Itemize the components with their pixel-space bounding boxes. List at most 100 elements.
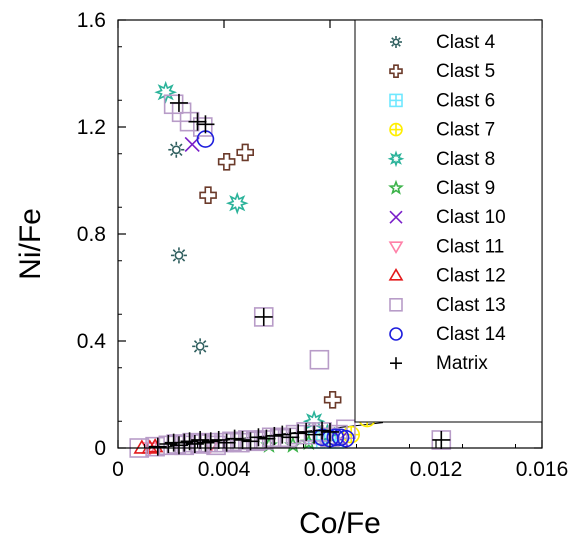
marker-part [154, 80, 178, 104]
marker-part [199, 186, 217, 205]
legend-label: Clast 5 [436, 61, 495, 82]
marker-part [181, 258, 186, 262]
legend-label: Matrix [436, 353, 488, 374]
marker-part [236, 143, 254, 162]
marker-part [217, 152, 236, 171]
marker-part [179, 143, 183, 147]
marker-part [388, 179, 404, 195]
data-point [309, 349, 330, 370]
legend-box [354, 19, 543, 423]
x-tick-label: 0.004 [198, 458, 251, 481]
legend-marker [389, 327, 403, 341]
data-point [148, 437, 167, 456]
x-tick-label: 0.008 [304, 458, 357, 481]
legend-label: Clast 13 [436, 295, 506, 316]
marker-part [206, 435, 226, 456]
marker-part [193, 349, 198, 353]
x-axis-title: Co/Fe [299, 507, 381, 540]
legend-label: Clast 6 [436, 90, 495, 111]
marker-part [222, 431, 242, 452]
legend-marker [388, 241, 404, 254]
legend-marker [389, 122, 403, 137]
data-point [265, 426, 284, 445]
marker-part [389, 64, 403, 78]
data-point [169, 93, 188, 112]
plot-area [129, 80, 452, 458]
marker-part [387, 150, 405, 168]
data-point [217, 433, 236, 452]
data-point [199, 186, 217, 205]
data-point [192, 338, 209, 355]
marker-part [170, 152, 174, 156]
data-point [254, 307, 273, 326]
marker-part [389, 327, 403, 341]
legend-marker [390, 36, 402, 48]
series-clast-8 [154, 80, 339, 447]
series-clast-5 [199, 143, 342, 409]
marker-part [309, 349, 330, 370]
legend-label: Clast 8 [436, 149, 495, 170]
marker-part [179, 152, 183, 156]
series-clast-10 [184, 136, 349, 447]
data-point [217, 152, 236, 171]
legend-marker [389, 93, 403, 108]
data-point [253, 430, 274, 450]
data-point [313, 421, 332, 440]
legend-label: Clast 7 [436, 120, 495, 141]
marker-part [181, 249, 186, 253]
marker-part [323, 391, 342, 409]
data-point [225, 429, 244, 448]
y-tick-label: 0.8 [77, 223, 106, 246]
data-point [289, 424, 308, 443]
data-point [222, 431, 242, 452]
series-matrix [148, 93, 451, 456]
data-point [193, 117, 213, 137]
legend-label: Clast 11 [436, 236, 504, 257]
data-point [233, 430, 252, 449]
data-point [273, 425, 292, 444]
legend-label: Clast 12 [436, 266, 506, 287]
legend-marker [389, 210, 403, 224]
marker-part [337, 429, 355, 448]
legend-label: Clast 9 [436, 178, 495, 199]
marker-part [397, 37, 401, 41]
marker-part [171, 145, 181, 155]
series-clast-4 [168, 141, 209, 355]
data-point [236, 143, 254, 162]
data-point [305, 425, 324, 444]
y-axis-title: Ni/Fe [14, 208, 47, 280]
legend-marker [390, 357, 402, 370]
marker-part [174, 250, 184, 260]
data-point [154, 80, 178, 104]
marker-part [253, 430, 274, 450]
y-tick-label: 0 [94, 437, 106, 460]
legend-label: Clast 14 [436, 324, 506, 345]
data-point [326, 428, 345, 447]
data-point [225, 191, 249, 215]
marker-part [202, 340, 207, 344]
data-point [170, 247, 187, 264]
legend-marker [388, 179, 404, 195]
marker-part [389, 297, 403, 312]
legend: Clast 4 Clast 5 Clast 6 Clast 7 Clast 8 Clast… [354, 19, 543, 423]
y-tick-label: 1.6 [77, 9, 106, 32]
marker-part [163, 94, 184, 115]
marker-part [391, 37, 395, 41]
marker-part [389, 210, 403, 224]
data-point [196, 115, 215, 134]
data-point [249, 428, 268, 447]
axes: 0 0.004 0.008 0.012 0.016 0 0.4 0.8 1.2 1.6 Co/Fe N… [14, 9, 568, 540]
x-tick-label: 0.012 [410, 458, 463, 481]
marker-part [195, 341, 205, 351]
data-point [257, 429, 276, 448]
marker-part [392, 38, 400, 46]
data-point [432, 430, 451, 449]
data-point [163, 94, 184, 115]
marker-part [202, 349, 207, 353]
marker-part [172, 249, 177, 253]
data-point [196, 130, 215, 148]
marker-part [388, 241, 404, 254]
data-point [321, 422, 339, 441]
y-tick-label: 1.2 [77, 116, 106, 139]
